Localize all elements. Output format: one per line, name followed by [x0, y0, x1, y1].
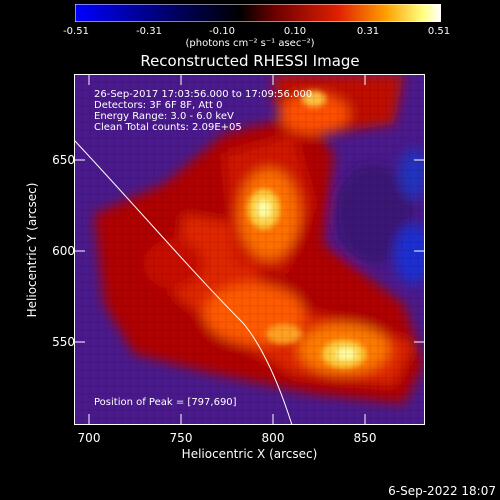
colorbar-units: (photons cm⁻² s⁻¹ asec⁻²): [185, 38, 315, 49]
y-tick-label: 600: [52, 244, 75, 258]
rhessi-image: [74, 74, 425, 425]
colorbar-tick: -0.31: [136, 26, 162, 37]
x-tick-label: 800: [261, 431, 285, 445]
y-tick-label: 550: [52, 335, 75, 349]
x-axis-label: Heliocentric X (arcsec): [181, 447, 318, 461]
colorbar: [75, 4, 441, 22]
colorbar-tick: 0.51: [427, 26, 451, 37]
info-detectors: Detectors: 3F 6F 8F, Att 0: [94, 100, 223, 111]
info-energy-range: Energy Range: 3.0 - 6.0 keV: [94, 111, 234, 122]
info-clean-counts: Clean Total counts: 2.09E+05: [94, 122, 242, 133]
x-tick-label: 700: [77, 431, 101, 445]
peak-position: Position of Peak = [797,690]: [94, 397, 237, 408]
y-tick-label: 650: [52, 153, 75, 167]
x-tick-label: 850: [353, 431, 377, 445]
y-axis-label: Heliocentric Y (arcsec): [25, 182, 39, 318]
solar-limb: [74, 139, 293, 425]
colorbar-tick: -0.51: [63, 26, 89, 37]
info-time-range: 26-Sep-2017 17:03:56.000 to 17:09:56.000: [94, 89, 313, 100]
colorbar-tick: -0.10: [209, 26, 235, 37]
colorbar-tick: 0.10: [283, 26, 307, 37]
x-tick-label: 750: [169, 431, 193, 445]
image-title: Reconstructed RHESSI Image: [140, 52, 360, 70]
colorbar-tick: 0.31: [356, 26, 380, 37]
footer-date: 6-Sep-2022 18:07: [388, 484, 496, 498]
